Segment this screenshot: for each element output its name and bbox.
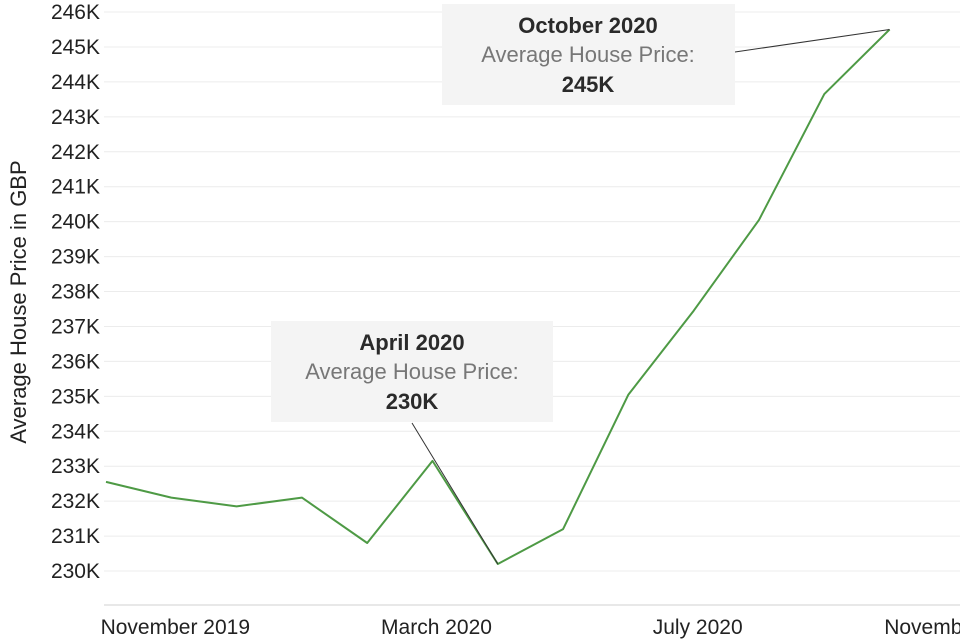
x-tick-label: November 2019 bbox=[101, 616, 250, 639]
y-tick-label: 233K bbox=[51, 455, 100, 478]
annotation-value: 245K bbox=[562, 72, 615, 97]
y-tick-label: 234K bbox=[51, 420, 100, 443]
x-axis-ticks: November 2019 March 2020 July 2020 November… bbox=[101, 616, 960, 639]
annotation-leader-line bbox=[734, 28, 890, 53]
y-tick-label: 231K bbox=[51, 525, 100, 548]
annotation-box bbox=[442, 4, 735, 105]
series-line bbox=[105, 28, 891, 565]
annotation-subtitle: Average House Price: bbox=[481, 42, 695, 67]
y-tick-label: 242K bbox=[51, 141, 100, 164]
y-tick-label: 241K bbox=[51, 176, 100, 199]
x-tick-label: July 2020 bbox=[653, 616, 743, 639]
y-tick-label: 237K bbox=[51, 315, 100, 338]
annotation-october-2020: October 2020 Average House Price: 245K bbox=[442, 4, 890, 105]
annotation-title: April 2020 bbox=[359, 330, 464, 355]
annotation-leader-line bbox=[411, 422, 499, 565]
y-tick-label: 232K bbox=[51, 490, 100, 513]
annotations: April 2020 Average House Price: 230K Oct… bbox=[271, 4, 890, 565]
annotation-value: 230K bbox=[386, 389, 439, 414]
annotation-box bbox=[271, 321, 553, 422]
y-axis-ticks: 230K 231K 232K 233K 234K 235K 236K 237K 238K 239K… bbox=[51, 1, 100, 583]
y-tick-label: 243K bbox=[51, 106, 100, 129]
y-tick-label: 246K bbox=[51, 1, 100, 24]
y-tick-label: 245K bbox=[51, 36, 100, 59]
y-tick-label: 238K bbox=[51, 281, 100, 304]
annotation-title: October 2020 bbox=[518, 13, 657, 38]
y-axis-title: Average House Price in GBP bbox=[6, 160, 31, 443]
annotation-subtitle: Average House Price: bbox=[305, 359, 519, 384]
x-tick-label: March 2020 bbox=[381, 616, 492, 639]
y-tick-label: 239K bbox=[51, 246, 100, 269]
y-tick-label: 236K bbox=[51, 350, 100, 373]
annotation-april-2020: April 2020 Average House Price: 230K bbox=[271, 321, 553, 565]
y-tick-label: 235K bbox=[51, 385, 100, 408]
y-tick-label: 240K bbox=[51, 211, 100, 234]
y-tick-label: 230K bbox=[51, 560, 100, 583]
x-tick-label: November 2020 bbox=[884, 616, 960, 639]
series-layer bbox=[105, 28, 891, 565]
y-tick-label: 244K bbox=[51, 71, 100, 94]
